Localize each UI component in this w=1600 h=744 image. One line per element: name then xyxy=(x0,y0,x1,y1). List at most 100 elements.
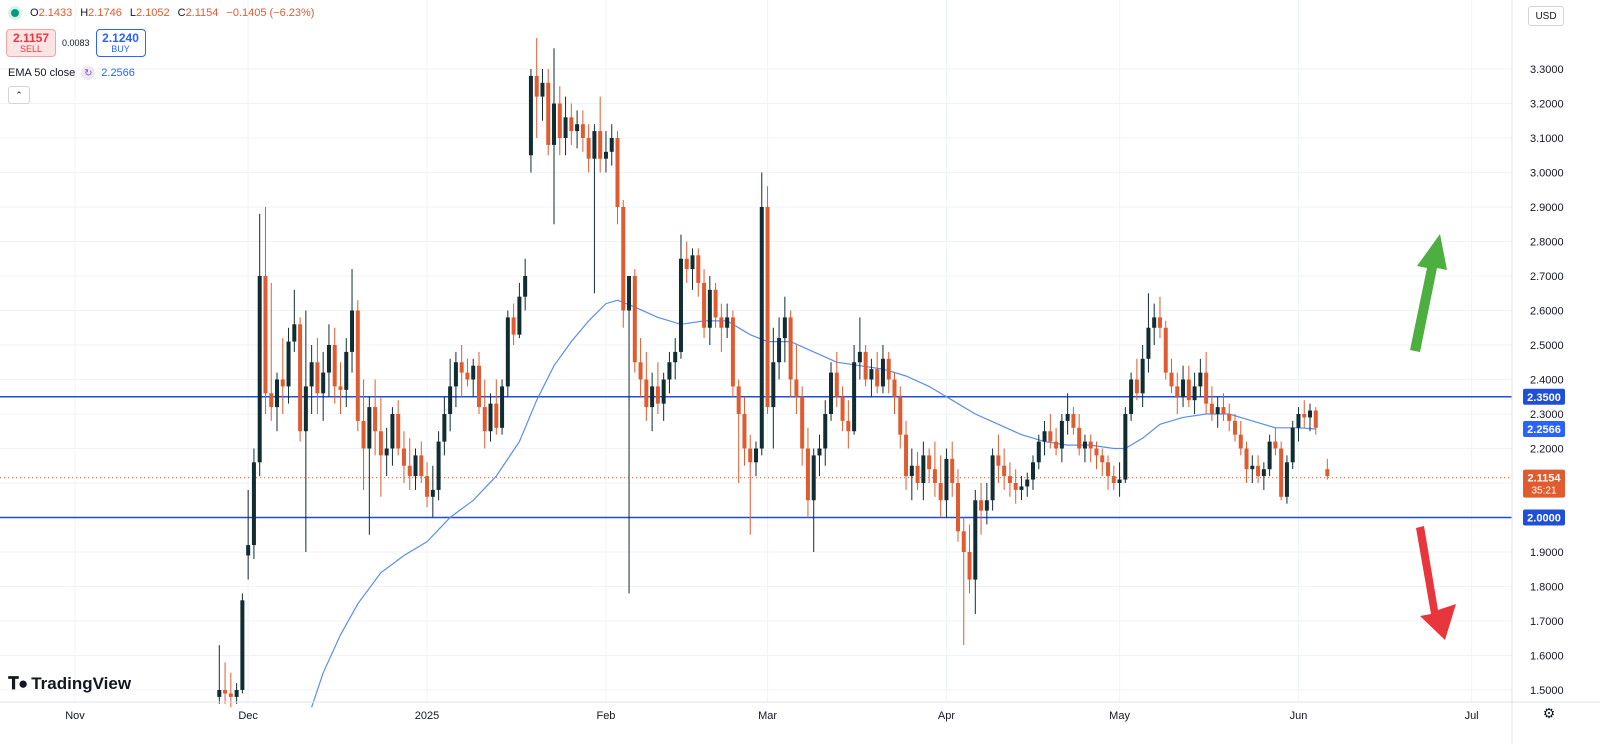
candle xyxy=(644,351,649,421)
candles xyxy=(217,37,1330,708)
price-tick-label: 2.4000 xyxy=(1530,375,1564,387)
candle xyxy=(765,186,770,414)
indicator-legend[interactable]: EMA 50 close ↻ 2.2566 xyxy=(8,66,135,80)
candle-body xyxy=(580,124,585,138)
candle-body xyxy=(794,379,799,397)
candle xyxy=(1082,434,1087,463)
market-status-icon[interactable] xyxy=(8,6,22,20)
candle-body xyxy=(771,362,776,408)
candle xyxy=(702,269,707,339)
candle-body xyxy=(650,386,655,408)
candle-body xyxy=(603,151,608,159)
candle xyxy=(1250,455,1255,483)
candle xyxy=(1175,372,1180,414)
candle-body xyxy=(1284,462,1289,497)
candle-body xyxy=(898,396,903,435)
candle xyxy=(1007,462,1012,497)
candle xyxy=(759,172,764,456)
candle-body xyxy=(419,455,424,477)
last-price-tag-bg xyxy=(1523,469,1565,498)
candle-body xyxy=(1002,465,1007,477)
price-tick-label: 1.9000 xyxy=(1530,547,1564,559)
candle-body xyxy=(1325,469,1330,477)
candle-body xyxy=(857,351,862,363)
candle-body xyxy=(598,131,603,159)
candle xyxy=(1019,476,1024,501)
candle xyxy=(1261,462,1266,490)
candle-body xyxy=(967,552,972,580)
candle-body xyxy=(569,117,574,132)
candle-body xyxy=(234,690,239,697)
candle xyxy=(800,386,805,466)
candle-body xyxy=(292,324,297,342)
candle-body xyxy=(719,317,724,328)
price-tick-label: 1.7000 xyxy=(1530,616,1564,628)
candle xyxy=(407,438,412,490)
candle xyxy=(667,351,672,394)
candle-body xyxy=(453,362,458,387)
candle xyxy=(534,37,539,138)
candle-body xyxy=(782,317,787,339)
time-tick-label: Feb xyxy=(596,710,615,722)
candle xyxy=(1232,414,1237,442)
buy-label: BUY xyxy=(111,43,130,54)
tradingview-logo[interactable]: 𝐓● TradingView xyxy=(8,674,131,694)
candle-body xyxy=(921,455,926,483)
candle-body xyxy=(800,396,805,449)
candle-body xyxy=(1117,479,1122,483)
candle-body xyxy=(702,282,707,328)
candle-body xyxy=(667,362,672,380)
candle-body xyxy=(511,317,516,335)
candle-body xyxy=(748,448,753,463)
candle-body xyxy=(425,476,430,497)
candle-body xyxy=(1123,414,1128,480)
price-tick-label: 2.6000 xyxy=(1530,306,1564,318)
candle xyxy=(1244,441,1249,483)
candle-body xyxy=(482,407,487,432)
candle-body xyxy=(730,317,735,387)
candle-body xyxy=(1290,427,1295,463)
candle-body xyxy=(442,414,447,442)
tradingview-logo-icon: 𝐓● xyxy=(8,674,28,693)
gear-icon[interactable]: ⚙ xyxy=(1542,705,1556,721)
candle xyxy=(298,317,303,442)
currency-selector[interactable]: USD xyxy=(1528,6,1564,26)
candle-body xyxy=(944,458,949,501)
candle-body xyxy=(1204,372,1209,404)
candle xyxy=(719,303,724,352)
price-axis: 1.50001.60001.70001.80001.90002.00002.10… xyxy=(1511,0,1564,744)
candle xyxy=(436,431,441,501)
candle xyxy=(315,338,320,414)
time-tick-label: Apr xyxy=(938,710,955,722)
collapse-legend-button[interactable]: ⌃ xyxy=(8,86,30,104)
candle xyxy=(736,379,741,483)
buy-price: 2.1240 xyxy=(102,30,139,45)
candle xyxy=(1065,393,1070,435)
candle-body xyxy=(286,341,291,387)
candle-body xyxy=(326,345,331,373)
candle xyxy=(1002,448,1007,490)
sell-button[interactable]: 2.1157 SELL xyxy=(6,29,56,57)
candle xyxy=(684,241,689,283)
candle xyxy=(488,393,493,442)
ema-price-tag-bg xyxy=(1523,420,1565,437)
candle xyxy=(471,358,476,397)
candle xyxy=(990,448,995,511)
candle-body xyxy=(1134,379,1139,394)
candle xyxy=(1094,441,1099,470)
buy-button[interactable]: 2.1240 BUY xyxy=(95,29,146,57)
candle xyxy=(713,282,718,328)
level-price-tag-label: 2.0000 xyxy=(1527,513,1561,525)
candle xyxy=(234,683,239,704)
candle-body xyxy=(1244,448,1249,470)
candle-body xyxy=(430,489,435,497)
candle-body xyxy=(932,469,937,483)
currency-label: USD xyxy=(1535,10,1557,22)
candle xyxy=(251,448,256,559)
candle-body xyxy=(505,317,510,387)
candle xyxy=(1059,414,1064,463)
price-tick-label: 3.2000 xyxy=(1530,99,1564,111)
time-tick-label: Dec xyxy=(238,710,258,722)
candle-body xyxy=(1152,317,1157,328)
